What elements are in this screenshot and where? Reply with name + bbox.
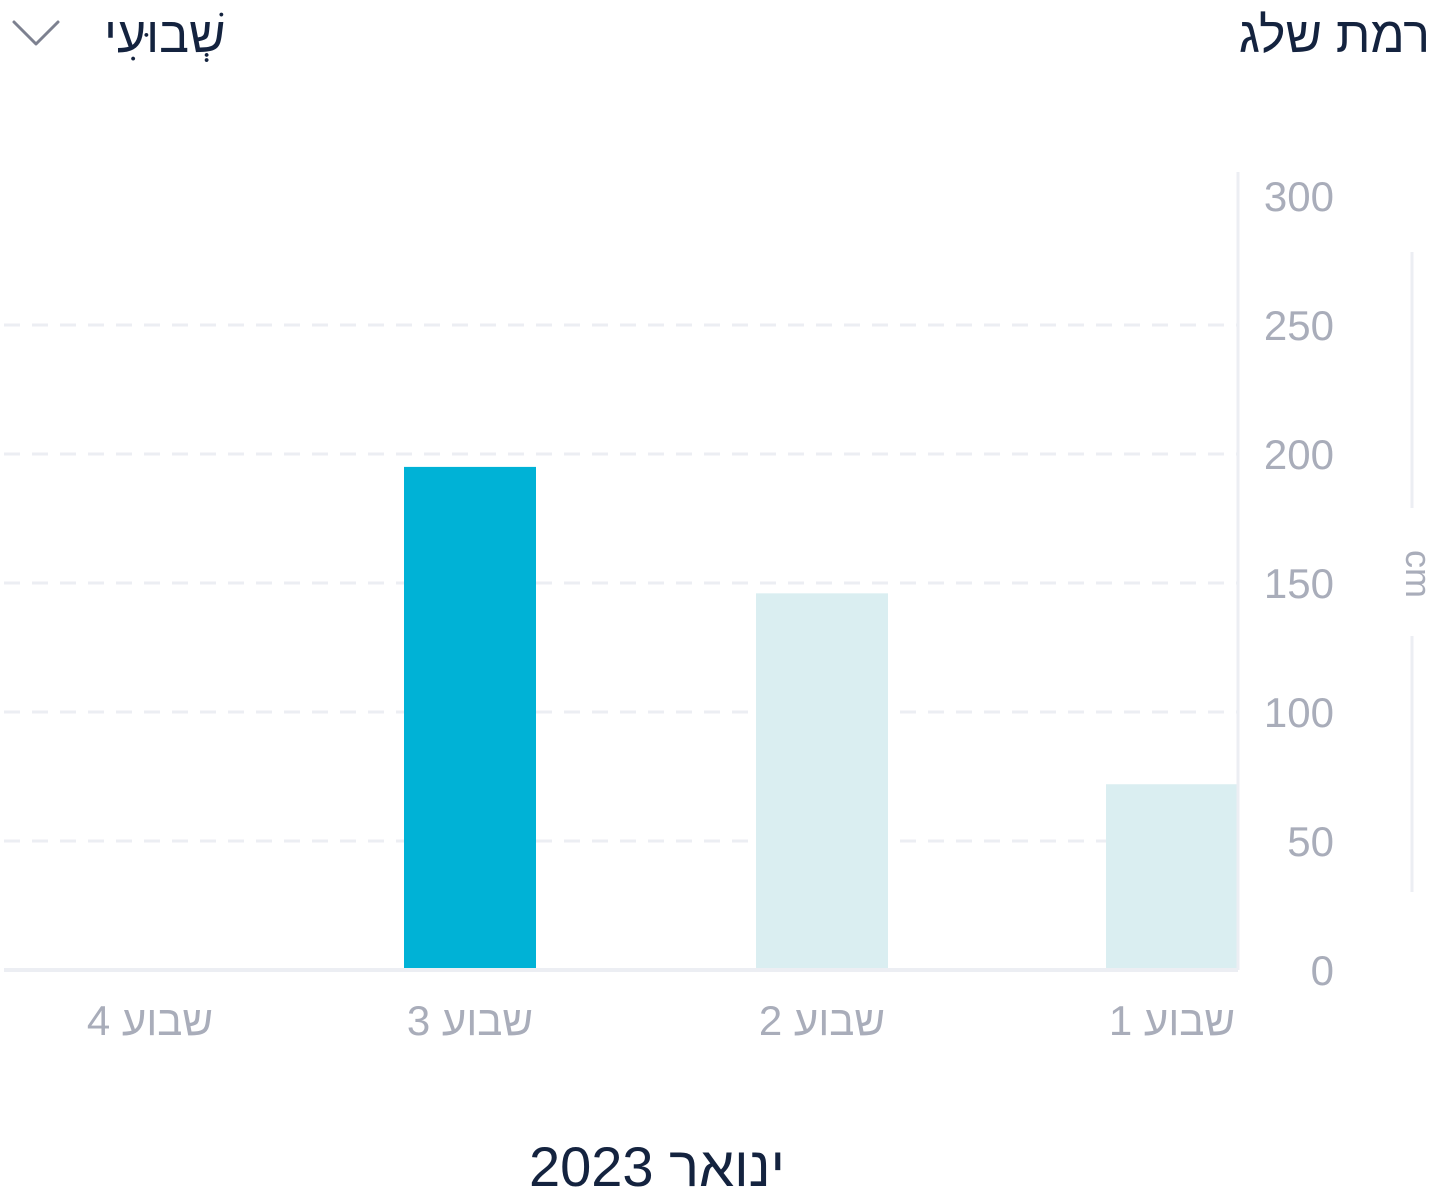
y-tick-label: 250 [1264,302,1334,349]
chart-title: רמת שלג [1238,7,1430,63]
bar-chart: שבוע 1 שבוע 2 שבוע 3 שבוע 4 0 50 100 150 200 250 3… [4,172,1434,1044]
x-tick-label: שבוע 4 [87,997,213,1044]
x-tick-label: שבוע 1 [1109,997,1235,1044]
y-tick-label: 100 [1264,689,1334,736]
x-tick-label: שבוע 2 [759,997,885,1044]
x-tick-label: שבוע 3 [407,997,533,1044]
bar [756,593,888,970]
y-tick-label: 0 [1311,947,1334,994]
period-dropdown[interactable]: שְׁבוּעִי [0,0,240,76]
y-tick-label: 50 [1287,818,1334,865]
period-dropdown-label: שְׁבוּעִי [104,7,226,63]
bar [1106,784,1238,970]
bar [404,466,536,970]
y-tick-label: 200 [1264,431,1334,478]
x-axis-title: ינואר 2023 [528,1135,786,1198]
y-tick-label: 150 [1264,560,1334,607]
y-axis-unit-label: cm [1398,550,1434,598]
y-tick-label: 300 [1264,173,1334,220]
chevron-down-icon [12,20,60,46]
